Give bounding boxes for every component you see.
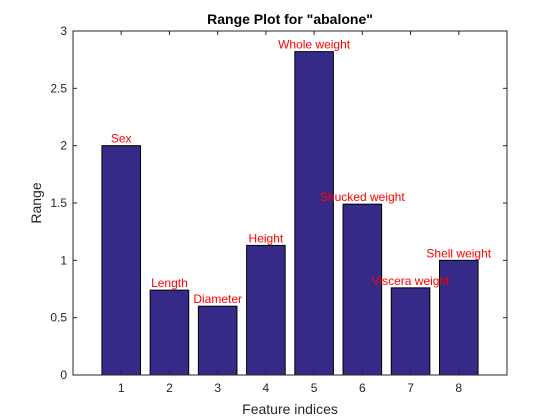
data-label-1: Sex <box>111 132 132 146</box>
bar-5 <box>294 51 334 376</box>
bar-6 <box>342 203 383 376</box>
data-labels: Sex Length Diameter Height Whole weight Shuck… <box>111 38 492 307</box>
bar-7 <box>390 287 431 376</box>
data-label-3: Diameter <box>193 292 242 306</box>
y-tick-label: 2 <box>60 139 67 153</box>
plot-area <box>73 31 507 375</box>
x-tick-label: 4 <box>263 381 270 395</box>
data-label-6: Shucked weight <box>320 190 405 204</box>
y-axis-ticks: 0 0.5 1 1.5 2 2.5 3 <box>50 24 507 382</box>
y-axis-label: Range <box>28 182 44 223</box>
x-tick-label: 1 <box>118 381 125 395</box>
data-label-4: Height <box>249 231 284 245</box>
bar-1 <box>101 145 142 376</box>
bar-3 <box>197 305 238 376</box>
x-tick-label: 3 <box>214 381 221 395</box>
y-tick-label: 3 <box>60 24 67 38</box>
x-tick-label: 8 <box>455 381 462 395</box>
x-tick-label: 2 <box>166 381 173 395</box>
data-label-2: Length <box>151 276 188 290</box>
bar-2 <box>149 289 190 376</box>
y-tick-label: 1 <box>60 253 67 267</box>
y-tick-label: 0 <box>60 368 67 382</box>
x-tick-label: 6 <box>359 381 366 395</box>
y-tick-label: 0.5 <box>50 311 67 325</box>
chart-title: Range Plot for "abalone" <box>207 11 373 27</box>
data-label-5: Whole weight <box>278 38 351 52</box>
bars <box>101 51 479 376</box>
y-tick-label: 1.5 <box>50 196 67 210</box>
y-tick-label: 2.5 <box>50 81 67 95</box>
bar-8 <box>438 259 479 376</box>
data-label-8: Shell weight <box>426 246 491 260</box>
data-label-7: Viscera weight <box>372 274 450 288</box>
bar-4 <box>246 244 286 376</box>
x-tick-label: 7 <box>407 381 414 395</box>
x-tick-label: 5 <box>311 381 318 395</box>
x-axis-label: Feature indices <box>242 401 338 417</box>
x-axis-ticks: 1 2 3 4 5 6 7 8 <box>118 31 462 395</box>
